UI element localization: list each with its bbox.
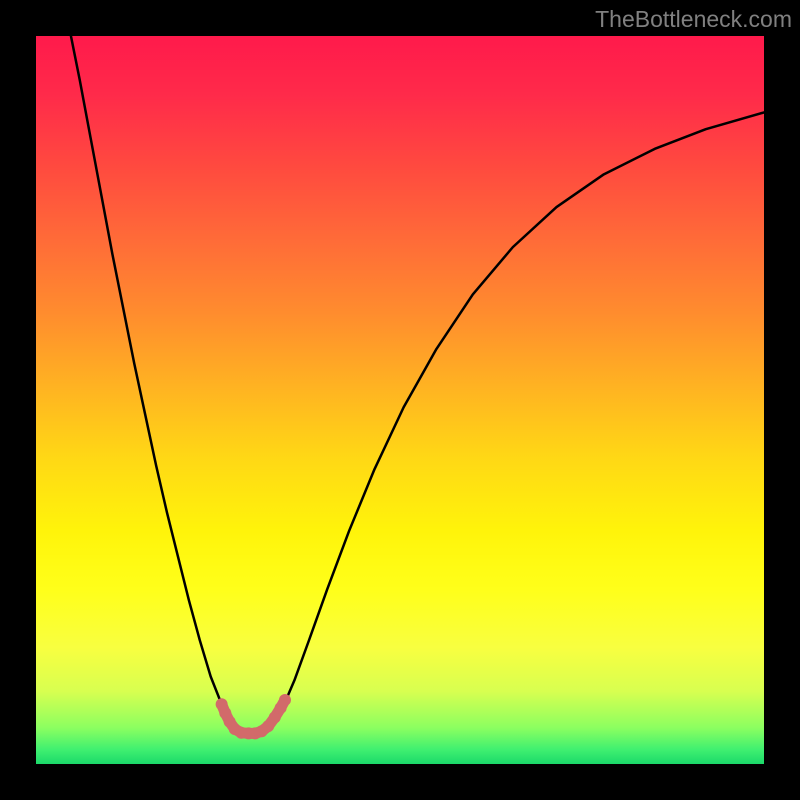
plot-svg xyxy=(36,36,764,764)
plot-area xyxy=(36,36,764,764)
watermark-text: TheBottleneck.com xyxy=(595,6,792,33)
chart-container: TheBottleneck.com xyxy=(0,0,800,800)
bottom-marker-bead xyxy=(279,694,291,706)
